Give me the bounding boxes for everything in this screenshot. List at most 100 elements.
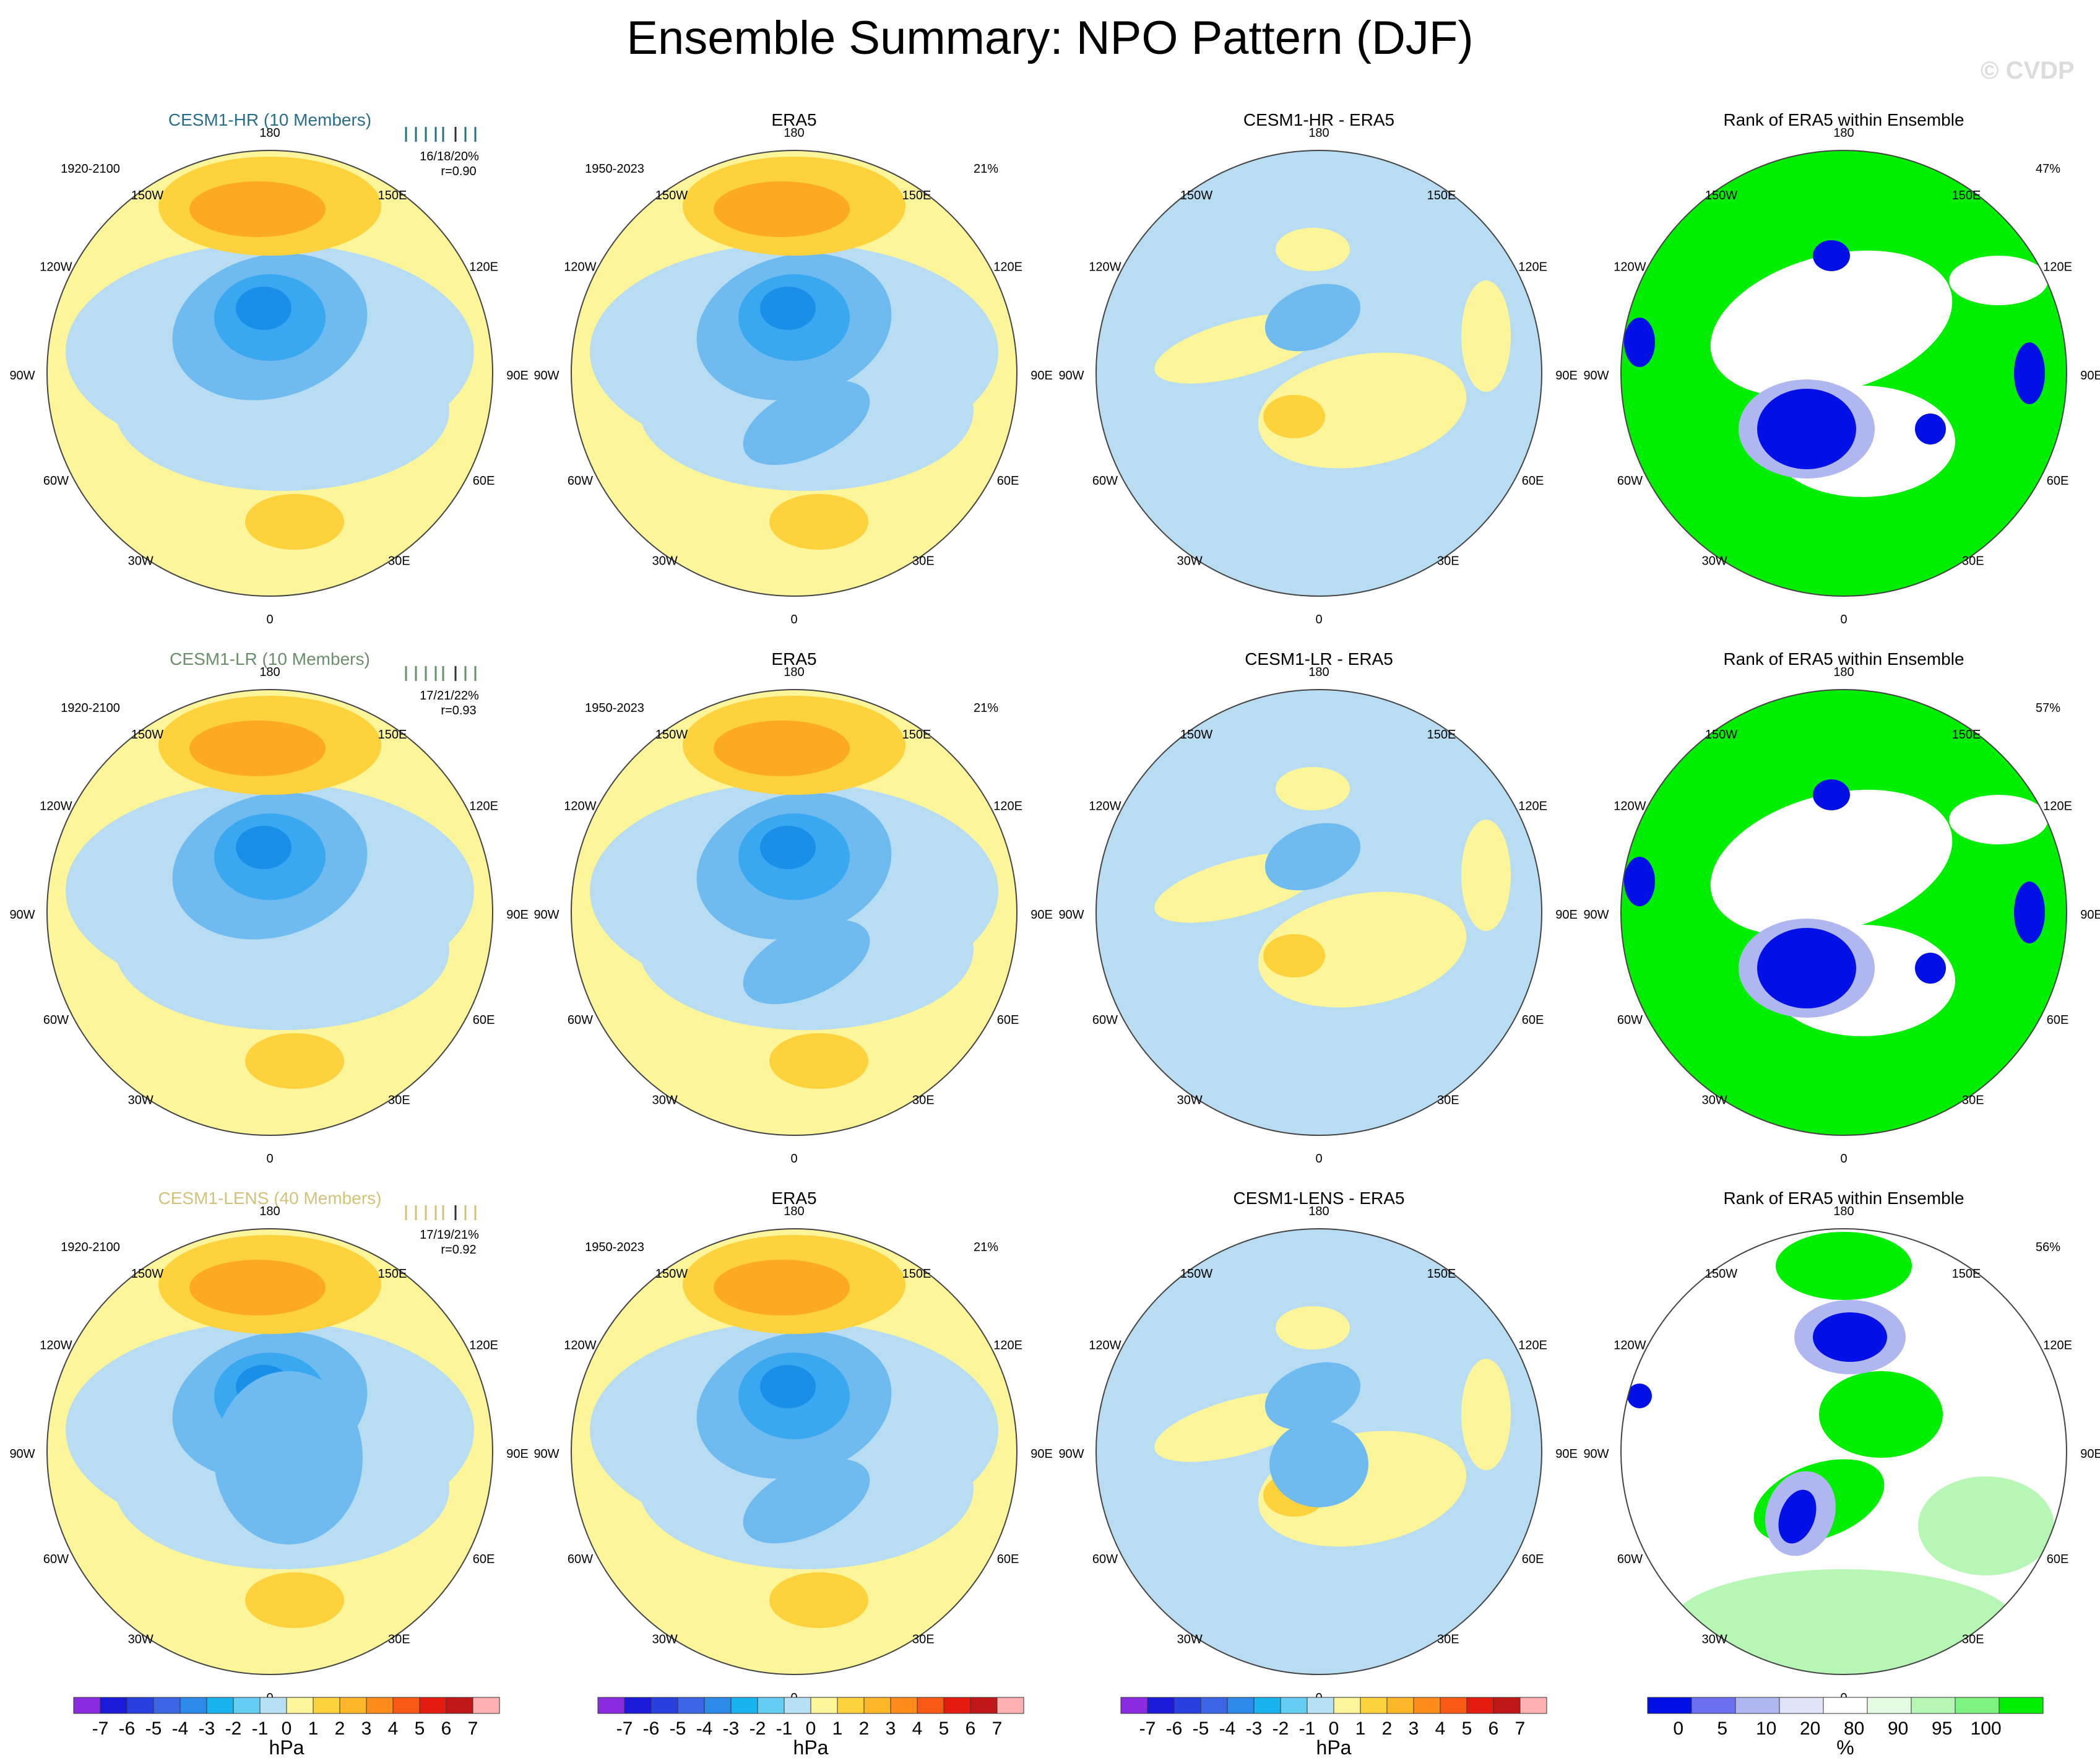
colorbar-tick-label: -5 (670, 1718, 686, 1739)
colorbar-swatch (917, 1697, 944, 1714)
colorbar-swatch (1386, 1697, 1414, 1714)
obs-field (0, 0, 1017, 1674)
lon-label-150w: 150W (655, 728, 688, 742)
colorbar-swatch (1440, 1697, 1467, 1714)
colorbar-tick-label: -7 (92, 1718, 109, 1739)
rank-blue-region (1627, 1384, 1652, 1408)
rank-lightgreen-region (1670, 1569, 2017, 1674)
lon-label-60e: 60E (997, 474, 1019, 488)
lon-label-120w: 120W (40, 1338, 72, 1352)
colorbar-tick-label: 3 (886, 1718, 896, 1739)
map-boundary-circle (1095, 689, 1542, 1136)
field-positive-core (714, 181, 850, 237)
colorbar-tick-label: 1 (1355, 1718, 1366, 1739)
colorbar-tick-label: 5 (939, 1718, 949, 1739)
colorbar-tick-label: -5 (1193, 1718, 1209, 1739)
lon-label-150e: 150E (902, 728, 931, 742)
field-positive-region (1258, 891, 1467, 1008)
coastline-lines (0, 0, 150, 159)
colorbar-tick-label: 1 (832, 1718, 843, 1739)
colorbar-tick-label: -3 (723, 1718, 740, 1739)
colorbar-swatch (1120, 1697, 1148, 1714)
lon-label-60w: 60W (1617, 474, 1643, 488)
colorbar-swatch (446, 1697, 473, 1714)
colorbar-swatch (313, 1697, 340, 1714)
colorbar-swatch (1147, 1697, 1175, 1714)
colorbar-swatch (624, 1697, 652, 1714)
lon-label-90e: 90E (1555, 1447, 1578, 1461)
model-panel: CESM1-LR (10 Members)1920-210017/21/22%r… (9, 649, 528, 1166)
colorbar-swatch (1867, 1697, 1912, 1714)
field-positive-region (1461, 1359, 1511, 1470)
lon-label-30w: 30W (652, 1633, 678, 1647)
colorbar-tick-label: 6 (1489, 1718, 1499, 1739)
lon-label-150w: 150W (1705, 189, 1737, 202)
colorbar-tick-label: -1 (776, 1718, 793, 1739)
map-boundary-circle (1620, 689, 2067, 1136)
obs-panel-title: ERA5 (771, 649, 816, 669)
colorbar-tick-label: -1 (252, 1718, 269, 1739)
colorbar-swatch (1413, 1697, 1441, 1714)
lon-label-180: 180 (1308, 126, 1329, 140)
lon-label-30w: 30W (652, 555, 678, 568)
rank-green-region (1776, 1232, 1912, 1300)
lon-label-60e: 60E (1522, 474, 1544, 488)
colorbar-swatch (259, 1697, 287, 1714)
lon-label-30w: 30W (128, 1094, 153, 1107)
lon-label-0: 0 (266, 613, 273, 626)
lon-label-30w: 30W (1702, 555, 1727, 568)
field-positive-core (714, 1260, 850, 1315)
lon-label-90e: 90E (2080, 908, 2100, 922)
obs-variance-label: 21% (974, 701, 998, 715)
colorbar-unit-label: % (1836, 1736, 1854, 1759)
lon-label-150e: 150E (1427, 189, 1456, 202)
rank-panel: Rank of ERA5 within Ensemble 47% 180 0 150W 1… (1583, 110, 2100, 626)
field-negative-center (760, 1365, 816, 1408)
map-boundary-circle (571, 150, 1018, 597)
colorbar-tick-label: 0 (1673, 1718, 1683, 1739)
lon-label-120w: 120W (1089, 799, 1121, 813)
model-years-label: 1920-2100 (61, 162, 120, 176)
lon-label-150w: 150W (1180, 189, 1212, 202)
colorbar-tick-label: 2 (859, 1718, 870, 1739)
lon-label-120w: 120W (564, 1338, 596, 1352)
lon-label-60w: 60W (1092, 474, 1118, 488)
lon-label-180: 180 (259, 1205, 280, 1218)
colorbar-swatch (890, 1697, 918, 1714)
rank-green-region (1819, 1371, 1943, 1458)
obs-panel: ERA5 1950-2023 21% 180 0 150W 150E 120W 120E 90W 9… (534, 649, 1052, 1166)
lon-label-120e: 120E (993, 260, 1022, 274)
lon-label-60w: 60W (43, 1553, 69, 1566)
coastline-lines (0, 0, 150, 159)
rank-panel-title: Rank of ERA5 within Ensemble (1723, 649, 1964, 669)
diff-panel-title: CESM1-LENS - ERA5 (1234, 1189, 1405, 1208)
lon-label-60w: 60W (43, 474, 69, 488)
lon-label-60w: 60W (1617, 1013, 1643, 1027)
lon-label-60w: 60W (1092, 1013, 1118, 1027)
lon-label-30w: 30W (1177, 555, 1203, 568)
colorbar-tick-label: -7 (1139, 1718, 1156, 1739)
lon-label-90w: 90W (534, 369, 559, 383)
model-field (47, 690, 493, 1135)
field-positive-region (245, 1572, 344, 1628)
lon-label-120w: 120W (564, 260, 596, 274)
model-stats-label: 16/18/20% (420, 150, 479, 163)
lon-label-90e: 90E (1031, 1447, 1053, 1461)
obs-panel: ERA5 1950-2023 21% 180 0 150W 150E 120W 120E 90W 9… (0, 0, 1053, 1705)
colorbar-swatch (1307, 1697, 1334, 1714)
panel-row-2: CESM1-LR (10 Members)1920-210017/21/22%r… (9, 649, 2100, 1166)
lon-label-150w: 150W (131, 189, 163, 202)
field-negative-region (743, 1458, 870, 1544)
rank-percent-label: 56% (2036, 1241, 2060, 1254)
field-positive-region (1276, 1306, 1350, 1349)
coastline-lines (0, 0, 150, 159)
lon-label-30w: 30W (1177, 1633, 1203, 1647)
lon-label-30e: 30E (912, 1633, 935, 1647)
colorbar-swatch (366, 1697, 394, 1714)
colorbar-swatch (1280, 1697, 1308, 1714)
lon-label-30e: 30E (1437, 1094, 1459, 1107)
colorbar-tick-label: -4 (1219, 1718, 1236, 1739)
colorbar-swatch (996, 1697, 1024, 1714)
watermark-text: © CVDP (1981, 57, 2075, 84)
colorbar-tick-label: 6 (441, 1718, 452, 1739)
